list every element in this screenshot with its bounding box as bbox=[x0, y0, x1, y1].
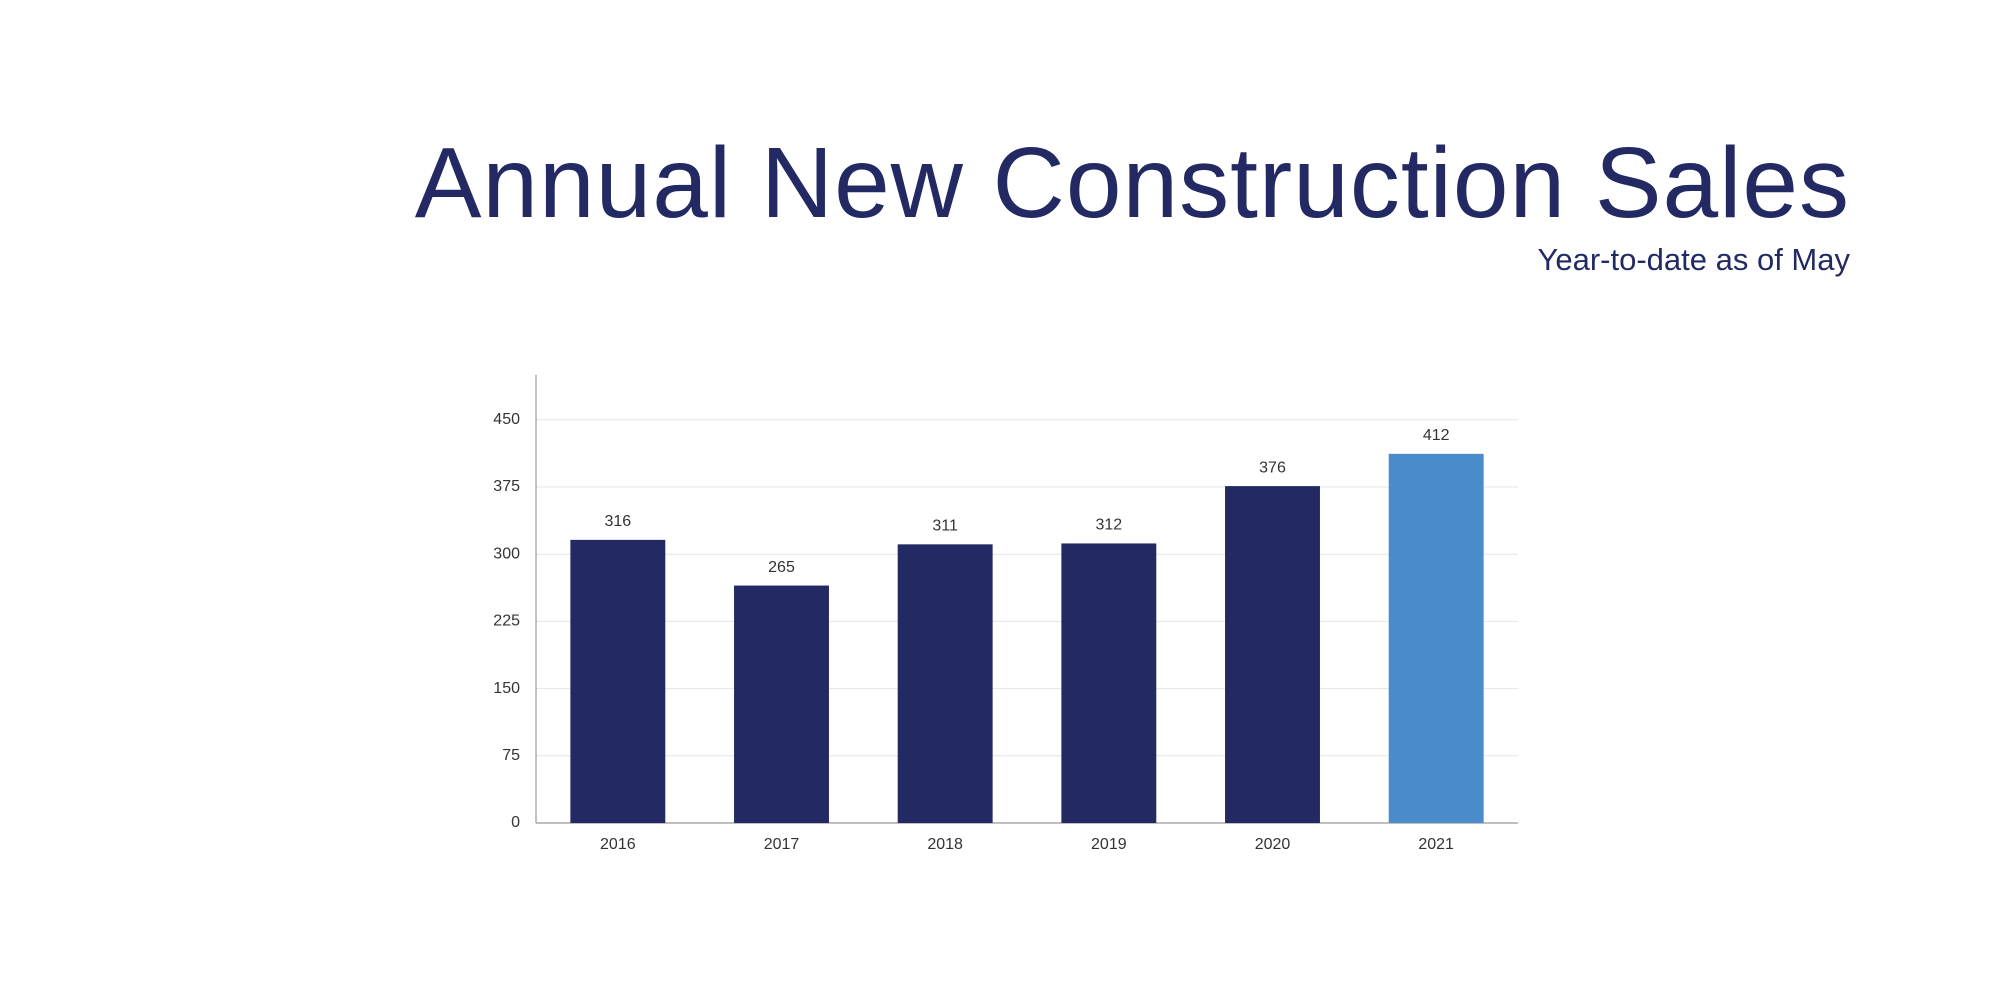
value-label: 376 bbox=[1259, 459, 1286, 476]
y-tick-label: 300 bbox=[493, 545, 520, 562]
chart-title: Annual New Construction Sales bbox=[415, 127, 1850, 239]
x-tick-label: 2019 bbox=[1091, 836, 1127, 853]
bar bbox=[1061, 543, 1157, 823]
chart-subtitle: Year-to-date as of May bbox=[1538, 242, 1851, 277]
y-tick-label: 450 bbox=[493, 411, 520, 428]
value-label: 265 bbox=[768, 559, 795, 576]
x-tick-label: 2020 bbox=[1255, 836, 1291, 853]
y-tick-label: 0 bbox=[511, 814, 520, 831]
y-tick-label: 375 bbox=[493, 478, 520, 495]
bar bbox=[1388, 453, 1484, 823]
y-tick-label: 75 bbox=[502, 747, 520, 764]
value-label: 316 bbox=[604, 513, 631, 530]
y-tick-label: 150 bbox=[493, 680, 520, 697]
x-tick-label: 2018 bbox=[927, 836, 963, 853]
bar bbox=[897, 544, 993, 823]
bar bbox=[570, 539, 666, 823]
value-label: 312 bbox=[1095, 517, 1122, 534]
value-label: 311 bbox=[932, 518, 958, 535]
bar bbox=[734, 585, 829, 823]
x-tick-label: 2016 bbox=[600, 836, 636, 853]
bar bbox=[1225, 486, 1320, 823]
y-tick-label: 225 bbox=[493, 613, 520, 630]
value-label: 412 bbox=[1423, 427, 1450, 444]
x-tick-label: 2017 bbox=[764, 836, 800, 853]
x-tick-label: 2021 bbox=[1418, 836, 1454, 853]
